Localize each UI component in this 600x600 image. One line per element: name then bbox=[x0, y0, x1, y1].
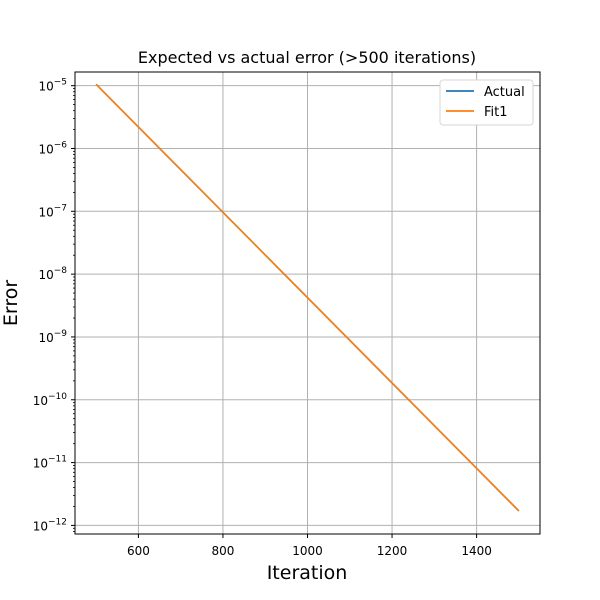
y-tick-label: 10−8 bbox=[38, 266, 67, 282]
y-axis-label: Error bbox=[0, 280, 22, 327]
y-tick-label: 10−6 bbox=[38, 140, 67, 156]
x-axis-label: Iteration bbox=[267, 562, 348, 584]
y-axis: 10−5 10−6 10−7 10−8 10−9 10−10 10−11 10−12 bbox=[33, 78, 75, 533]
legend: Actual Fit1 bbox=[439, 79, 534, 126]
y-tick-label: 10−7 bbox=[38, 203, 67, 219]
x-tick-label: 600 bbox=[127, 544, 150, 558]
series-line-fit1 bbox=[95, 83, 520, 512]
legend-label-fit1: Fit1 bbox=[484, 105, 508, 120]
y-tick-label: 10−12 bbox=[33, 517, 67, 533]
series-lines bbox=[95, 83, 520, 512]
x-axis: 600 800 1000 1200 1400 bbox=[127, 534, 492, 558]
chart-title: Expected vs actual error (>500 iteration… bbox=[138, 48, 476, 67]
y-tick-label: 10−10 bbox=[33, 392, 68, 408]
y-tick-label: 10−5 bbox=[38, 78, 67, 94]
legend-label-actual: Actual bbox=[484, 85, 525, 100]
x-tick-label: 800 bbox=[212, 544, 235, 558]
x-tick-label: 1400 bbox=[461, 544, 492, 558]
y-tick-label: 10−9 bbox=[38, 329, 67, 345]
x-tick-label: 1200 bbox=[377, 544, 408, 558]
y-tick-label: 10−11 bbox=[33, 455, 67, 471]
grid bbox=[75, 72, 540, 534]
x-tick-label: 1000 bbox=[292, 544, 323, 558]
